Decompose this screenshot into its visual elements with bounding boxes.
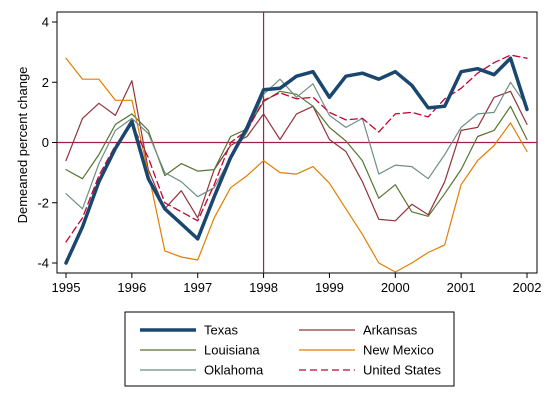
x-tick-label: 2002 <box>513 280 542 295</box>
series-line-texas <box>64 56 529 265</box>
legend-box <box>124 311 455 387</box>
y-tick-label: -4 <box>37 256 49 271</box>
legend-label-united-states: United States <box>363 363 442 378</box>
series-lines <box>64 54 529 273</box>
legend-label-texas: Texas <box>204 323 238 338</box>
series-line-arkansas <box>65 80 528 222</box>
x-tick-label: 1999 <box>315 280 344 295</box>
series-line-louisiana <box>65 90 528 217</box>
legend-label-louisiana: Louisiana <box>204 343 260 358</box>
x-tick-label: 2000 <box>381 280 410 295</box>
x-tick-label: 1996 <box>117 280 146 295</box>
series-line-new-mexico <box>65 57 528 273</box>
legend: Texas Arkansas Louisiana New Mexico Oklahoma… <box>124 311 455 387</box>
legend-label-arkansas: Arkansas <box>363 323 418 338</box>
x-tick-label: 1995 <box>52 280 81 295</box>
x-tick-label: 2001 <box>447 280 476 295</box>
legend-label-oklahoma: Oklahoma <box>204 363 264 378</box>
x-axis: 1995 1996 1997 1998 1999 2000 2001 2002 <box>52 273 542 295</box>
y-tick-label: 2 <box>42 75 49 90</box>
y-tick-label: -2 <box>37 195 49 210</box>
x-tick-label: 1997 <box>183 280 212 295</box>
x-tick-label: 1998 <box>249 280 278 295</box>
y-axis: -4 -2 0 2 4 <box>37 15 57 271</box>
y-tick-label: 0 <box>42 135 49 150</box>
y-tick-label: 4 <box>42 15 49 30</box>
series-line-oklahoma <box>65 78 528 210</box>
legend-label-new-mexico: New Mexico <box>363 343 434 358</box>
y-axis-title: Demeaned percent change <box>15 67 30 224</box>
